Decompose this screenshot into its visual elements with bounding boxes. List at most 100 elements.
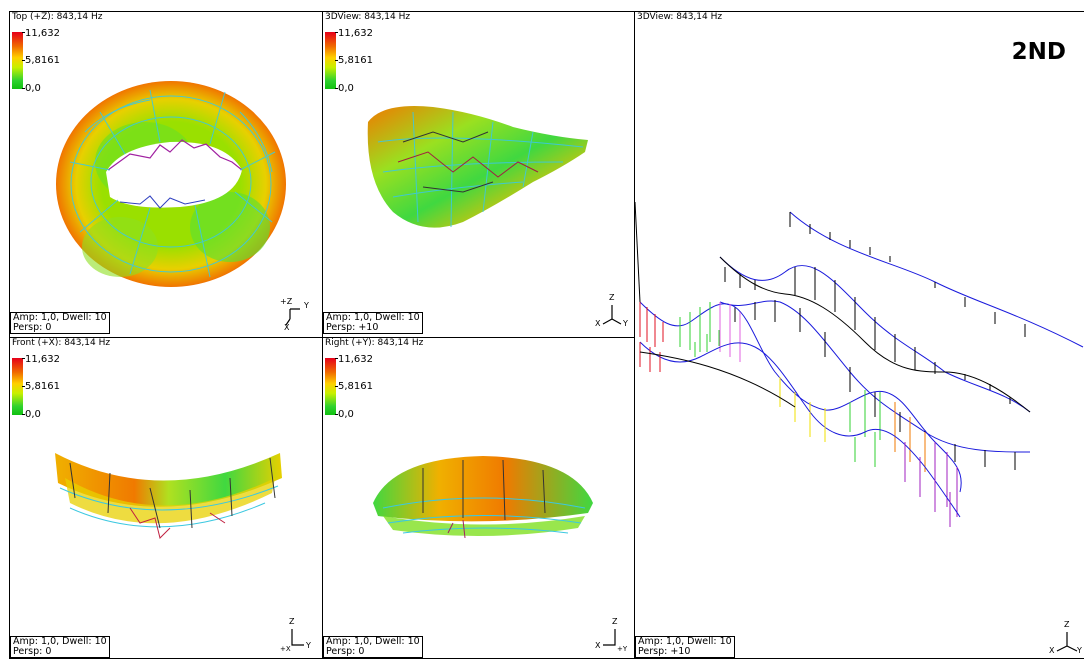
view-title: Right (+Y): 843,14 Hz: [325, 338, 424, 348]
green-arrows: [849, 390, 881, 440]
persp: Persp: +10: [638, 646, 691, 657]
inner-wire: [119, 195, 206, 209]
axis-triad: Z Y X: [595, 293, 628, 328]
trace-line: [789, 211, 1084, 348]
legend-tick: [22, 386, 25, 387]
trace-line: [639, 301, 962, 493]
legend-min: 0,0: [25, 409, 41, 420]
legend-min: 0,0: [25, 83, 41, 94]
legend-color-bar: [325, 32, 336, 89]
inner-wire: [447, 519, 466, 539]
view-top[interactable]: Top (+Z): 843,14 Hz 11,632 5,8161 0,0: [9, 11, 323, 338]
inner-wire: [129, 507, 226, 539]
view-title: 3DView: 843,14 Hz: [637, 12, 723, 22]
red-arrows: [639, 342, 661, 372]
mode-label: 2ND: [1011, 39, 1066, 65]
deflection-arrows: [724, 267, 1011, 404]
legend-mid: 5,8161: [338, 55, 373, 66]
legend-mid: 5,8161: [25, 381, 60, 392]
legend-max: 11,632: [25, 354, 60, 365]
axis-triad: +Z Y X: [280, 297, 309, 332]
mode-shape-deflection: [635, 201, 1084, 527]
amp-dwell: Amp: 1,0, Dwell: 10: [13, 636, 107, 647]
color-legend: 11,632 5,8161 0,0: [325, 28, 385, 112]
legend-color-bar: [12, 358, 23, 415]
legend-tick: [22, 32, 25, 33]
mode-shape-front: [55, 453, 282, 539]
axis-triad: Z Y X: [1049, 620, 1082, 655]
legend-tick: [335, 32, 338, 33]
mode-shape-top: [56, 81, 286, 287]
persp: Persp: 0: [326, 646, 365, 657]
purple-arrows: [904, 442, 951, 527]
deflection-arrows: [789, 212, 1026, 337]
inner-wire: [402, 131, 494, 193]
amp-dwell: Amp: 1,0, Dwell: 10: [13, 312, 107, 323]
wireframe: [69, 89, 276, 278]
magenta-arrows: [719, 302, 741, 362]
legend-mid: 5,8161: [338, 381, 373, 392]
legend-tick: [22, 358, 25, 359]
info-box: Amp: 1,0, Dwell: 10 Persp: 0: [10, 636, 110, 658]
view-front[interactable]: Front (+X): 843,14 Hz 11,632 5,8161 0,0 …: [9, 337, 323, 659]
persp: Persp: 0: [13, 646, 52, 657]
wireframe: [382, 497, 586, 534]
info-box: Amp: 1,0, Dwell: 10 Persp: 0: [10, 312, 110, 334]
legend-max: 11,632: [338, 354, 373, 365]
ring-hole: [106, 141, 242, 208]
trace-line: [639, 351, 796, 408]
mode-shape-3d: [367, 106, 588, 228]
color-legend: 11,632 5,8161 0,0: [12, 28, 72, 112]
view-right[interactable]: Right (+Y): 843,14 Hz 11,632 5,8161 0,0 …: [322, 337, 635, 659]
shell-surface: [55, 453, 282, 507]
trace-line: [719, 256, 1031, 413]
legend-color-bar: [12, 32, 23, 89]
legend-tick: [335, 386, 338, 387]
mode-shape-right: [373, 456, 593, 539]
shell-surface: [367, 106, 588, 228]
legend-tick: [22, 60, 25, 61]
legend-mid: 5,8161: [25, 55, 60, 66]
axis-triad: Z Y +X: [280, 617, 311, 653]
legend-tick: [22, 88, 25, 89]
green-arrows: [694, 330, 720, 357]
shell-lower: [383, 516, 585, 537]
color-legend: 11,632 5,8161 0,0: [325, 354, 385, 438]
wireframe: [59, 485, 279, 528]
shell-surface: [373, 456, 593, 522]
legend-tick: [335, 358, 338, 359]
view-3d-small[interactable]: 3DView: 843,14 Hz 11,632 5,8161 0,0 Amp:: [322, 11, 635, 338]
color-legend: 11,632 5,8161 0,0: [12, 354, 72, 438]
inner-wire: [69, 457, 276, 529]
legend-max: 11,632: [338, 28, 373, 39]
green-patch: [82, 217, 158, 277]
green-arrows: [854, 432, 876, 467]
legend-min: 0,0: [338, 409, 354, 420]
legend-max: 11,632: [25, 28, 60, 39]
info-box: Amp: 1,0, Dwell: 10 Persp: +10: [323, 312, 423, 334]
legend-tick: [22, 414, 25, 415]
yellow-arrows: [794, 397, 826, 442]
persp: Persp: +10: [326, 322, 379, 333]
view-title: 3DView: 843,14 Hz: [325, 12, 411, 22]
trace-line: [719, 256, 1031, 413]
green-patch: [190, 192, 270, 262]
inner-wire: [422, 459, 546, 521]
shell-lower: [65, 478, 275, 524]
info-box: Amp: 1,0, Dwell: 10 Persp: 0: [323, 636, 423, 658]
view-title: Top (+Z): 843,14 Hz: [12, 12, 103, 22]
legend-tick: [335, 60, 338, 61]
legend-color-bar: [325, 358, 336, 415]
axis-triad: Z +Y X: [595, 617, 628, 653]
info-box: Amp: 1,0, Dwell: 10 Persp: +10: [635, 636, 735, 658]
red-arrows: [639, 302, 664, 347]
persp: Persp: 0: [13, 322, 52, 333]
view-3d-large[interactable]: 3DView: 843,14 Hz 2ND: [634, 11, 1084, 659]
view-title: Front (+X): 843,14 Hz: [12, 338, 111, 348]
amp-dwell: Amp: 1,0, Dwell: 10: [326, 312, 420, 323]
trace-line: [635, 201, 641, 303]
amp-dwell: Amp: 1,0, Dwell: 10: [326, 636, 420, 647]
inner-wire: [397, 151, 539, 178]
legend-tick: [335, 414, 338, 415]
green-arrows: [679, 302, 711, 352]
